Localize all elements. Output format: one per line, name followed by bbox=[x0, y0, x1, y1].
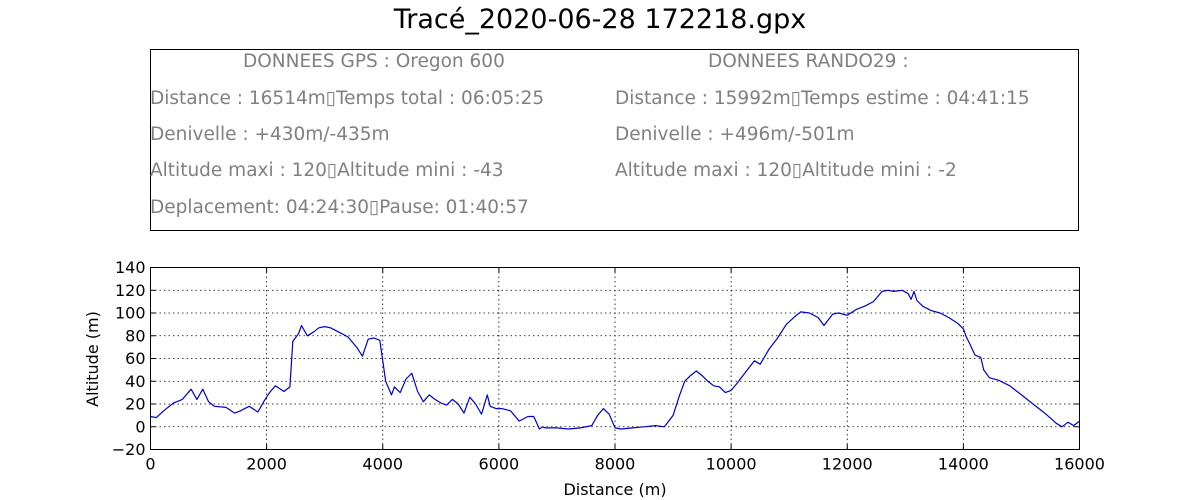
y-tick-label: 20 bbox=[125, 395, 145, 414]
chart-title: Tracé_2020-06-28 172218.gpx bbox=[393, 4, 807, 35]
info-box: DONNEES GPS : Oregon 600 Distance : 1651… bbox=[150, 49, 1079, 231]
x-tick-label: 14000 bbox=[938, 455, 989, 474]
gps-line-distance: Distance : 16514m▯Temps total : 06:05:25 bbox=[150, 88, 545, 109]
x-tick-label: 8000 bbox=[595, 455, 636, 474]
altitude-series-line bbox=[150, 289, 1080, 430]
rando-line-denivelle: Denivelle : +496m/-501m bbox=[615, 124, 855, 145]
y-tick-label: 140 bbox=[115, 258, 146, 277]
rando-line-distance: Distance : 15992m▯Temps estime : 04:41:1… bbox=[615, 88, 1030, 109]
rando-header: DONNEES RANDO29 : bbox=[708, 51, 909, 72]
y-tick-label: 120 bbox=[115, 281, 146, 300]
x-axis-label: Distance (m) bbox=[563, 480, 666, 499]
y-tick-label: 40 bbox=[125, 372, 145, 391]
y-axis-label: Altitude (m) bbox=[83, 311, 102, 407]
rando-line-altitude: Altitude maxi : 120▯Altitude mini : -2 bbox=[615, 160, 957, 181]
x-tick-label: 2000 bbox=[246, 455, 287, 474]
y-tick-label: −20 bbox=[112, 440, 146, 459]
gps-header: DONNEES GPS : Oregon 600 bbox=[243, 51, 505, 72]
x-tick-label: 16000 bbox=[1054, 455, 1105, 474]
x-tick-label: 10000 bbox=[706, 455, 757, 474]
y-tick-label: 0 bbox=[135, 417, 145, 436]
axis-ticks: 0 2000 4000 6000 8000 10000 12000 14000 16000 −20… bbox=[112, 258, 1105, 474]
y-tick-label: 100 bbox=[115, 304, 146, 323]
gps-line-altitude: Altitude maxi : 120▯Altitude mini : -43 bbox=[150, 160, 504, 181]
gps-line-denivelle: Denivelle : +430m/-435m bbox=[150, 124, 390, 145]
x-tick-label: 0 bbox=[145, 455, 155, 474]
y-tick-label: 80 bbox=[125, 326, 145, 345]
y-tick-label: 60 bbox=[125, 349, 145, 368]
x-tick-label: 12000 bbox=[822, 455, 873, 474]
series-layer bbox=[150, 289, 1080, 430]
gps-line-deplacement: Deplacement: 04:24:30▯Pause: 01:40:57 bbox=[150, 197, 529, 218]
x-tick-label: 6000 bbox=[479, 455, 520, 474]
grid bbox=[150, 267, 1080, 450]
x-tick-label: 4000 bbox=[362, 455, 403, 474]
